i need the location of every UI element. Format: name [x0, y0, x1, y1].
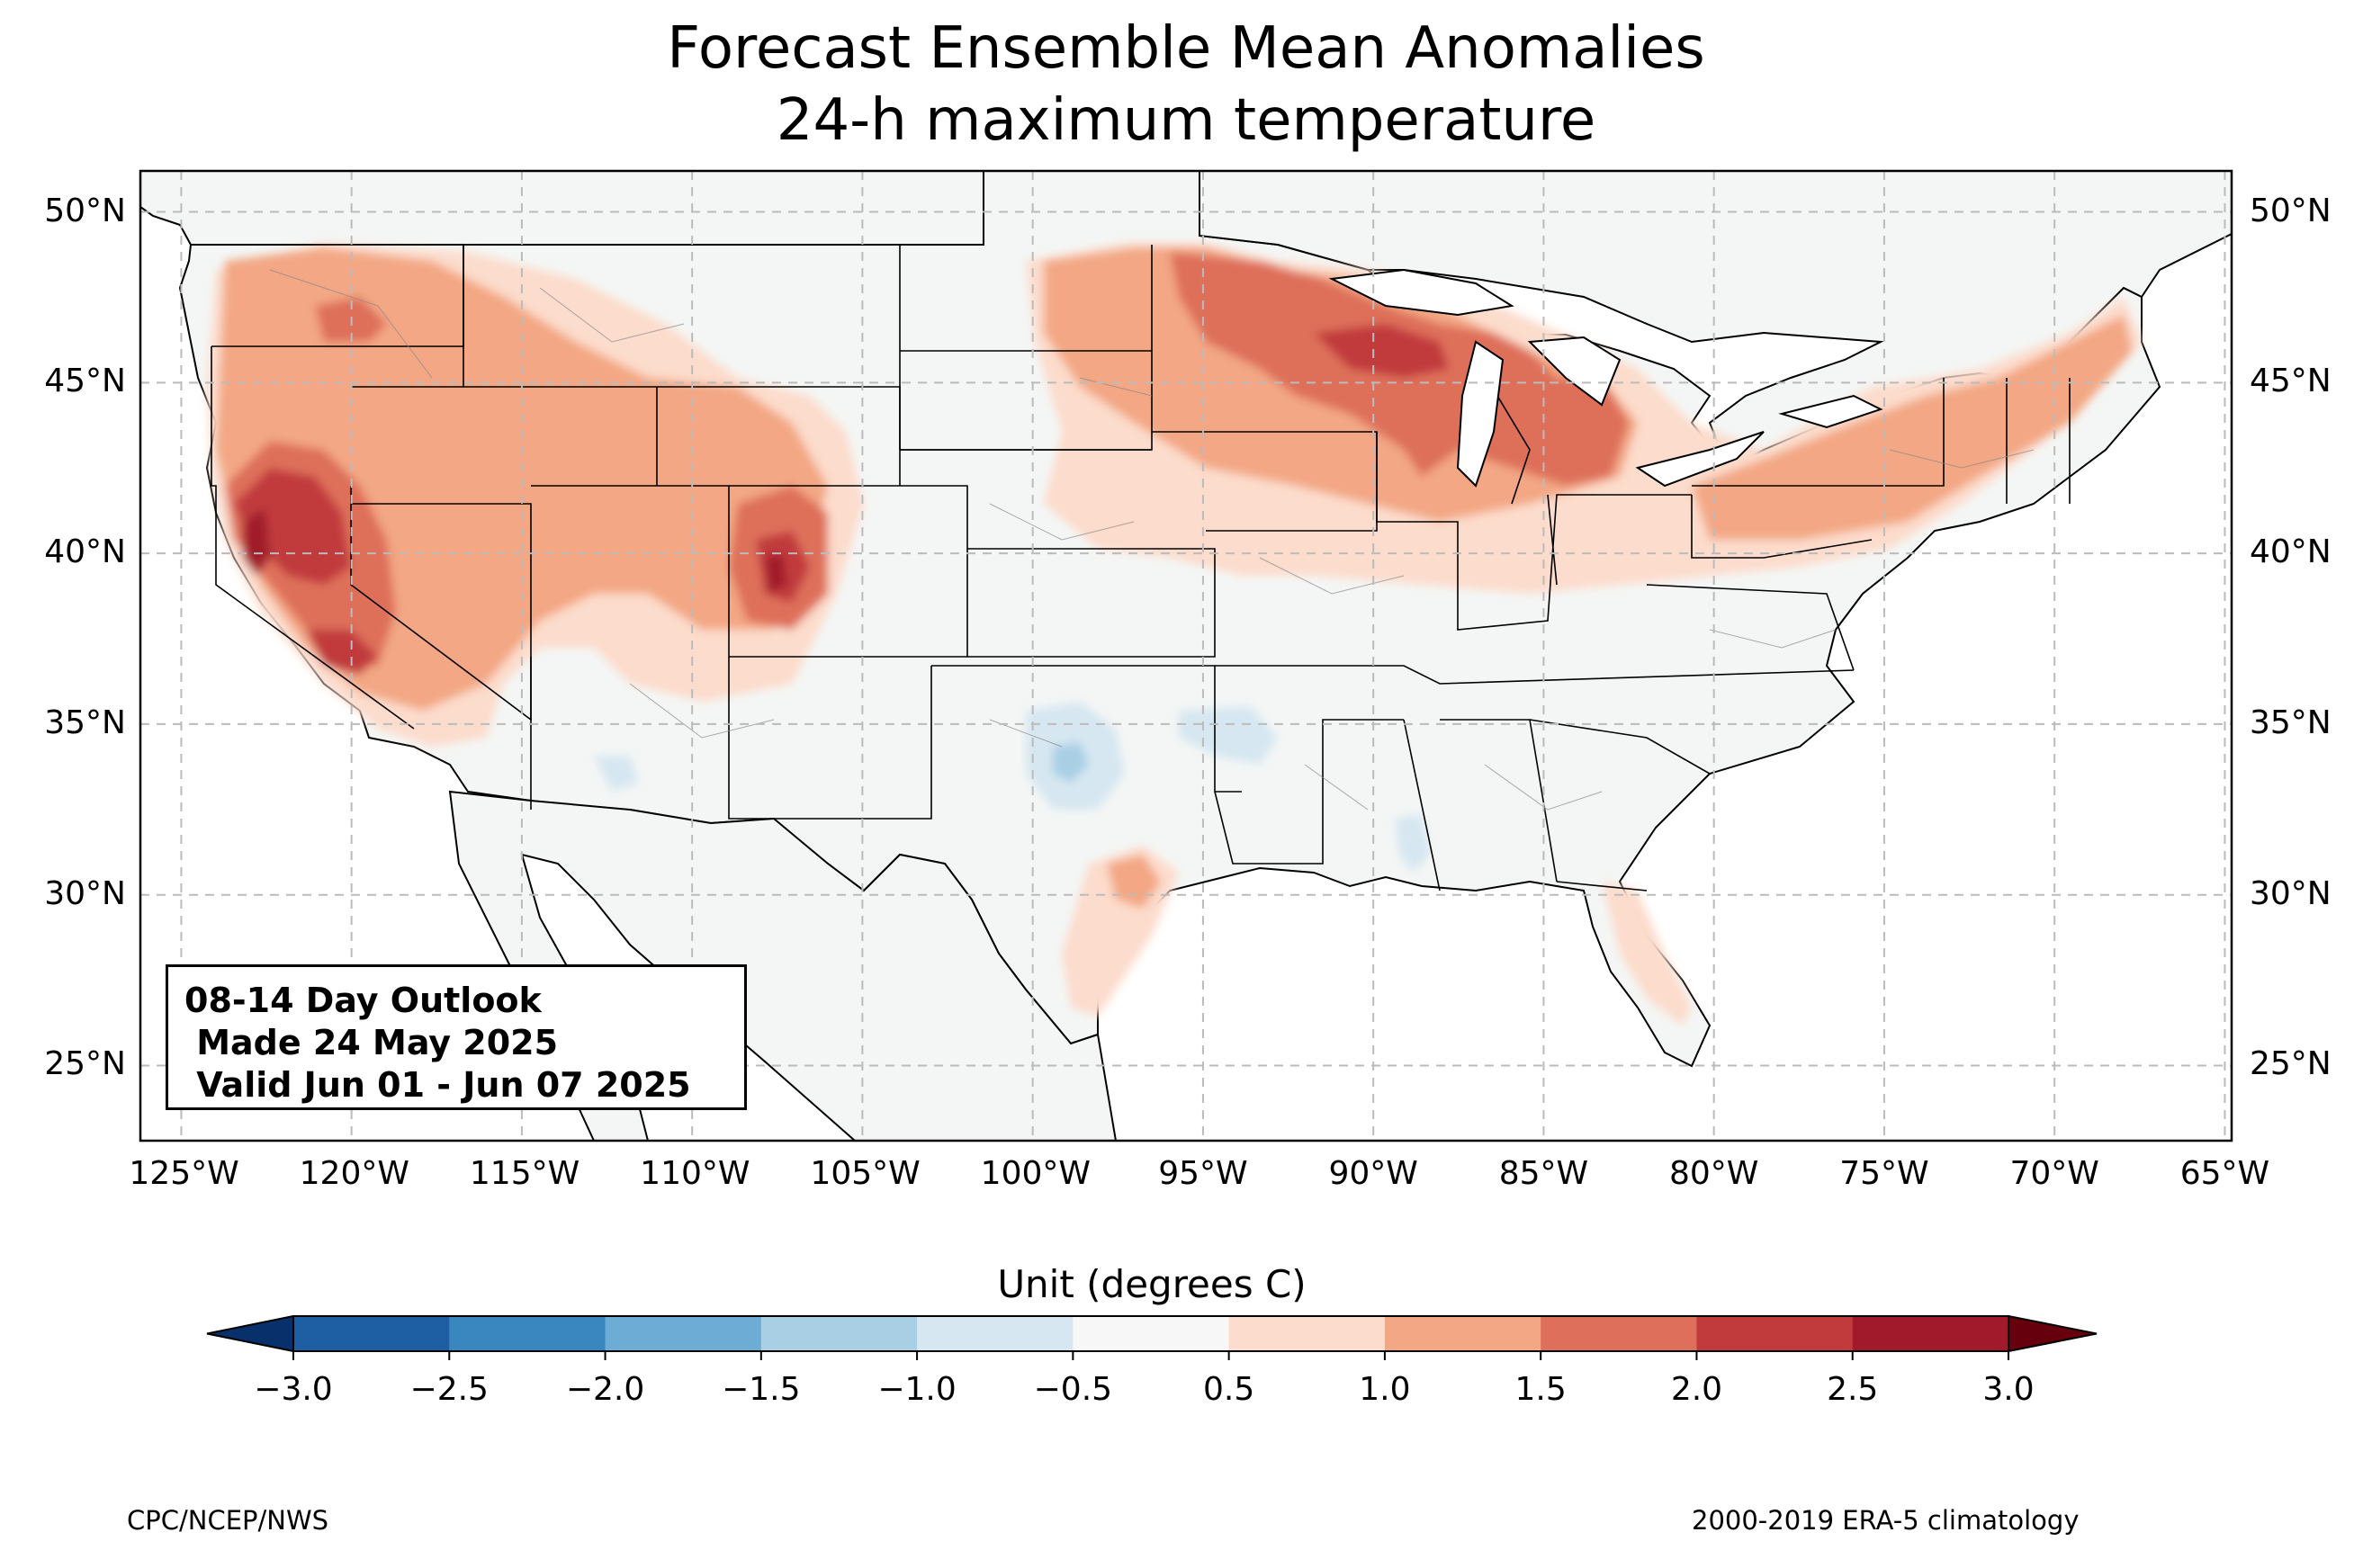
title-line-2: 24-h maximum temperature	[776, 87, 1596, 154]
colorbar-segment	[1541, 1316, 1697, 1351]
lon-tick-label: 70°W	[2009, 1155, 2099, 1192]
lon-tick-label: 90°W	[1328, 1155, 1418, 1192]
lon-tick-label: 105°W	[810, 1155, 921, 1192]
colorbar-segment	[1384, 1316, 1541, 1351]
colorbar-segment	[1073, 1316, 1230, 1351]
lon-tick-label: 100°W	[980, 1155, 1091, 1192]
outlook-line-3: Valid Jun 01 - Jun 07 2025	[184, 1065, 691, 1105]
colorbar	[206, 1314, 2098, 1360]
colorbar-tick-label: 1.5	[1514, 1371, 1567, 1408]
colorbar-tick-label: −3.0	[254, 1371, 333, 1408]
outlook-line-1: 08-14 Day Outlook	[184, 981, 542, 1020]
colorbar-extend-low	[206, 1314, 294, 1353]
anomaly-2.0-2.5-wisconsin	[1314, 324, 1449, 378]
outlook-info-box: 08-14 Day Outlook Made 24 May 2025 Valid…	[166, 964, 747, 1110]
footer-climatology: 2000-2019 ERA-5 climatology	[1692, 1505, 2080, 1536]
lon-tick-label: 115°W	[469, 1155, 580, 1192]
division-lines	[269, 269, 2035, 811]
colorbar-tick-label: 2.5	[1827, 1371, 1879, 1408]
lat-tick-label-left: 25°N	[44, 1045, 126, 1083]
colorbar-segment	[1696, 1316, 1854, 1351]
colorbar-tick-label: 1.0	[1359, 1371, 1411, 1408]
footer-source: CPC/NCEP/NWS	[127, 1505, 329, 1536]
lat-tick-label-right: 45°N	[2250, 363, 2332, 400]
lon-tick-label: 125°W	[129, 1155, 239, 1192]
colorbar-tick-label: 0.5	[1202, 1371, 1255, 1408]
anomaly-1.0-1.5-northeast	[1692, 315, 2133, 540]
lat-tick-label-left: 45°N	[44, 363, 126, 400]
colorbar-segment	[293, 1316, 450, 1351]
anomaly-neg-arkansas	[1179, 706, 1278, 765]
lat-tick-label-left: 35°N	[44, 703, 126, 741]
lon-tick-label: 75°W	[1839, 1155, 1929, 1192]
anomaly-2.5-3.0-california	[243, 508, 270, 576]
lat-tick-label-right: 25°N	[2250, 1045, 2332, 1083]
title-line-1: Forecast Ensemble Mean Anomalies	[667, 15, 1705, 82]
lon-tick-label: 65°W	[2179, 1155, 2270, 1192]
anomaly-neg-mississippi	[1395, 814, 1431, 873]
colorbar-tick-label: −2.0	[565, 1371, 645, 1408]
state-borders	[191, 244, 2071, 892]
colorbar-segment	[917, 1316, 1074, 1351]
lat-tick-label-right: 40°N	[2250, 533, 2332, 571]
colorbar-segment	[1228, 1316, 1386, 1351]
colorbar-extend-high	[2008, 1314, 2098, 1353]
anomaly-neg-newmexico	[594, 756, 639, 792]
lon-tick-label: 95°W	[1158, 1155, 1248, 1192]
lat-tick-label-left: 30°N	[44, 874, 126, 912]
anomaly-2.0-2.5-california	[234, 468, 351, 585]
colorbar-tick-label: 3.0	[1982, 1371, 2035, 1408]
anomaly-neg-oklahoma-core	[1053, 742, 1089, 783]
lon-tick-label: 85°W	[1498, 1155, 1589, 1192]
colorbar-segment	[760, 1316, 918, 1351]
anomaly-0.5-1.0-florida	[1602, 882, 1692, 1026]
colorbar-segment	[605, 1316, 762, 1351]
lon-tick-label: 80°W	[1668, 1155, 1759, 1192]
lat-tick-label-right: 35°N	[2250, 703, 2332, 741]
lat-tick-label-left: 40°N	[44, 533, 126, 571]
colorbar-tick-label: −0.5	[1033, 1371, 1113, 1408]
colorbar-tick-label: −1.0	[877, 1371, 957, 1408]
colorbar-frame	[292, 1315, 2009, 1352]
colorbar-segment	[449, 1316, 606, 1351]
colorbar-tick-label: −1.5	[722, 1371, 801, 1408]
outlook-line-2: Made 24 May 2025	[184, 1023, 559, 1062]
lat-tick-label-left: 50°N	[44, 192, 126, 229]
chart-title: Forecast Ensemble Mean Anomalies 24-h ma…	[0, 13, 2372, 157]
anomaly-2.5-3.0-colorado	[765, 553, 787, 594]
map-frame	[139, 169, 2233, 1142]
lon-tick-label: 120°W	[299, 1155, 409, 1192]
lat-tick-label-right: 30°N	[2250, 874, 2332, 912]
colorbar-segment	[1852, 1316, 2009, 1351]
lon-tick-label: 110°W	[640, 1155, 750, 1192]
anomaly-contours	[207, 243, 2142, 1026]
colorbar-tick-label: 2.0	[1670, 1371, 1723, 1408]
lat-tick-label-right: 50°N	[2250, 192, 2332, 229]
colorbar-label: Unit (degrees C)	[997, 1262, 1307, 1306]
great-lakes	[1328, 268, 1883, 488]
colorbar-tick-label: −2.5	[409, 1371, 489, 1408]
